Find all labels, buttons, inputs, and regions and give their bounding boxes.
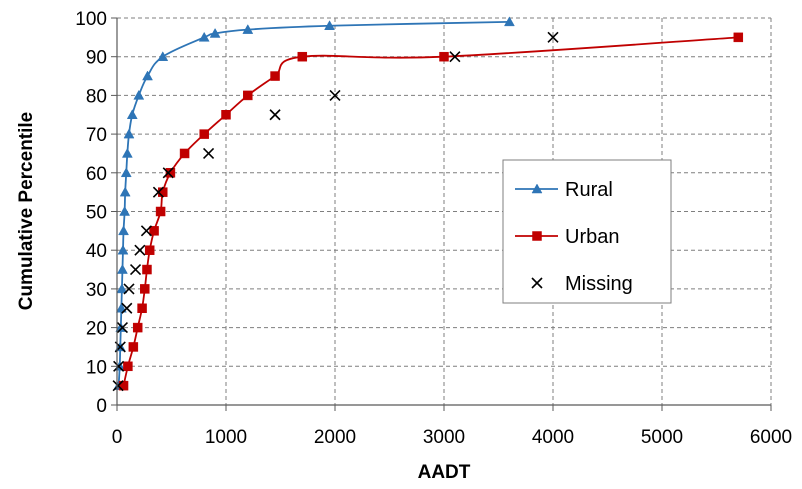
legend: Rural Urban Missing — [502, 159, 672, 304]
legend-item-rural: Rural — [515, 179, 613, 201]
data-point-urban — [439, 51, 449, 62]
data-point-rural — [119, 205, 131, 216]
data-point-urban — [243, 90, 253, 101]
data-point-rural — [119, 186, 131, 197]
data-point-missing — [123, 283, 135, 295]
data-point-urban — [199, 129, 209, 139]
data-point-rural — [126, 109, 138, 119]
data-point-urban — [128, 342, 139, 352]
data-point-urban — [142, 264, 152, 275]
legend-item-missing: Missing — [531, 273, 633, 295]
legend-box — [502, 159, 672, 304]
data-point-missing — [269, 109, 281, 121]
y-tick-label: 60 — [86, 164, 107, 185]
data-point-missing — [121, 302, 133, 314]
data-point-missing — [134, 244, 146, 256]
data-point-urban — [270, 71, 280, 81]
legend-marker-missing — [531, 277, 543, 289]
data-point-missing — [112, 380, 124, 392]
data-point-rural — [133, 89, 145, 100]
x-tick-label: 1000 — [205, 427, 247, 448]
y-axis-title: Cumulative Percentile — [16, 112, 37, 311]
legend-item-urban: Urban — [515, 226, 619, 248]
data-point-rural — [324, 20, 335, 30]
data-point-rural — [117, 244, 129, 255]
legend-label-missing: Missing — [565, 273, 633, 295]
data-point-rural — [157, 51, 169, 61]
data-point-urban — [179, 148, 190, 159]
data-point-rural — [123, 128, 135, 139]
data-point-rural — [121, 147, 133, 158]
x-tick-label: 6000 — [750, 427, 792, 448]
legend-marker-urban — [532, 231, 542, 241]
x-tick-label: 0 — [112, 427, 123, 448]
y-tick-label: 90 — [86, 48, 107, 69]
series-layer — [112, 16, 744, 392]
x-axis-title: AADT — [418, 462, 471, 483]
data-point-missing — [329, 89, 341, 101]
data-point-missing — [449, 51, 461, 63]
x-tick-label: 5000 — [641, 427, 683, 448]
x-tick-label: 2000 — [314, 427, 356, 448]
data-point-rural — [118, 225, 129, 236]
data-point-rural — [117, 264, 128, 274]
data-point-urban — [137, 303, 147, 313]
data-point-rural — [242, 24, 254, 34]
data-point-urban — [149, 226, 159, 236]
data-point-missing — [152, 186, 164, 198]
data-point-urban — [123, 361, 133, 372]
x-tick-label: 4000 — [532, 427, 574, 448]
data-point-urban — [140, 284, 150, 294]
data-point-urban — [144, 245, 155, 255]
data-point-missing — [129, 263, 142, 276]
data-point-rural — [198, 31, 210, 42]
data-point-rural — [116, 283, 128, 294]
y-tick-label: 40 — [86, 241, 107, 262]
data-point-urban — [221, 110, 231, 120]
data-point-urban — [165, 168, 176, 178]
legend-marker-rural — [531, 183, 543, 194]
data-point-missing — [547, 31, 559, 43]
data-point-missing — [140, 225, 152, 237]
y-tick-label: 30 — [86, 280, 107, 301]
data-point-urban — [132, 322, 143, 333]
data-point-rural — [209, 27, 221, 38]
data-point-missing — [116, 322, 129, 334]
x-tick-label: 3000 — [423, 427, 465, 448]
data-point-missing — [202, 147, 215, 160]
y-tick-label: 20 — [86, 319, 107, 340]
y-tick-label: 50 — [86, 203, 107, 224]
data-point-urban — [155, 206, 166, 217]
data-point-missing — [113, 360, 125, 372]
data-point-rural — [503, 16, 515, 27]
y-tick-label: 10 — [86, 357, 107, 378]
data-point-urban — [733, 32, 744, 43]
grid — [117, 17, 772, 405]
data-point-rural — [115, 302, 127, 313]
data-point-rural — [120, 167, 132, 178]
y-tick-label: 80 — [86, 86, 107, 107]
data-point-missing — [162, 167, 174, 179]
data-point-urban — [158, 187, 168, 197]
y-tick-label: 100 — [75, 9, 107, 30]
series-urban — [118, 32, 744, 391]
data-point-rural — [142, 70, 153, 81]
y-tick-label: 0 — [96, 396, 107, 417]
series-missing — [112, 31, 559, 392]
y-tick-label: 70 — [86, 125, 107, 146]
legend-label-urban: Urban — [565, 226, 619, 248]
legend-label-rural: Rural — [565, 179, 613, 201]
data-point-urban — [297, 51, 308, 62]
